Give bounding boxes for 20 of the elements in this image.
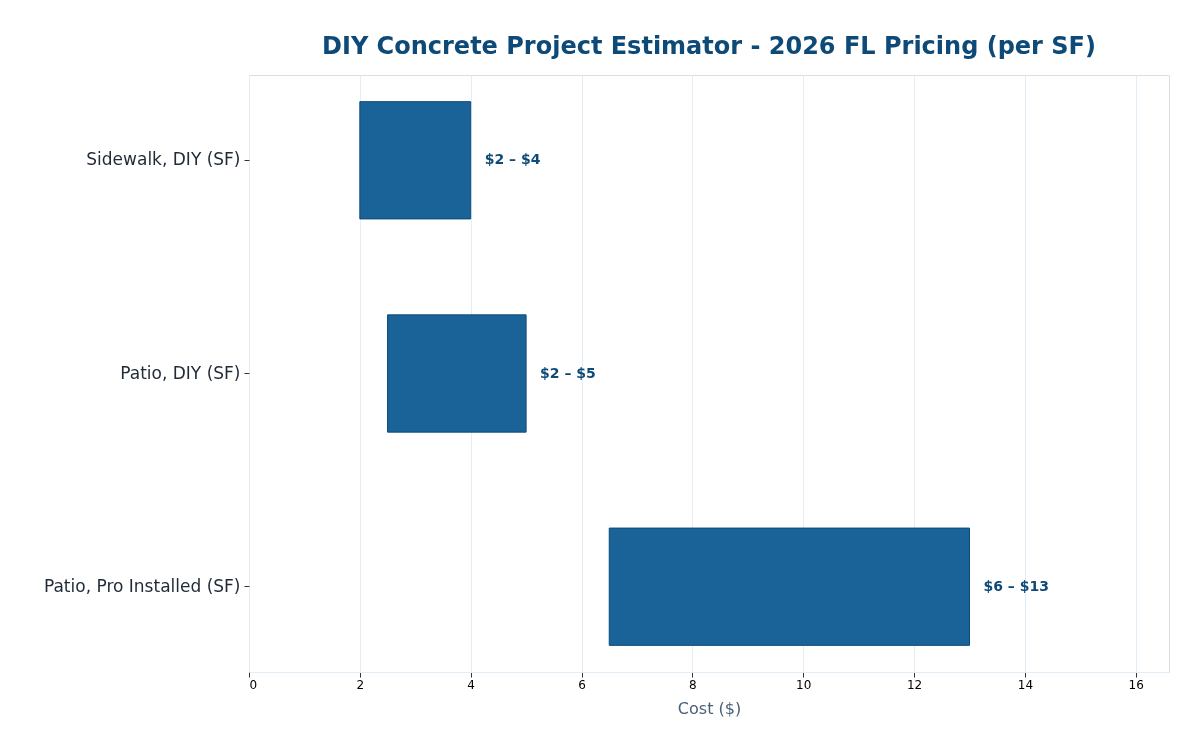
x-tick-label: 10 xyxy=(796,677,812,692)
data-label: $2 – $5 xyxy=(540,364,596,381)
data-label: $2 – $4 xyxy=(484,151,541,168)
y-tick-label: Sidewalk, DIY (SF) xyxy=(86,149,241,170)
y-tick-label: Patio, Pro Installed (SF) xyxy=(43,575,241,596)
bar xyxy=(359,101,472,220)
x-tick-label: 2 xyxy=(356,677,365,692)
x-tick-label: 4 xyxy=(467,677,476,692)
chart-title: DIY Concrete Project Estimator - 2026 FL Pricing (per SF) xyxy=(322,32,1096,60)
y-tick-label: Patio, DIY (SF) xyxy=(120,362,241,383)
x-tick-label: 0 xyxy=(249,677,258,692)
bar xyxy=(608,527,970,646)
x-tick-label: 6 xyxy=(578,677,586,692)
x-tick-label: 14 xyxy=(1017,677,1034,692)
bar xyxy=(387,314,527,433)
x-axis-title: Cost ($) xyxy=(677,698,742,718)
data-label: $6 – $13 xyxy=(983,577,1049,594)
x-tick-label: 16 xyxy=(1128,677,1144,692)
x-tick-label: 12 xyxy=(906,677,923,692)
x-tick-label: 8 xyxy=(689,677,697,692)
